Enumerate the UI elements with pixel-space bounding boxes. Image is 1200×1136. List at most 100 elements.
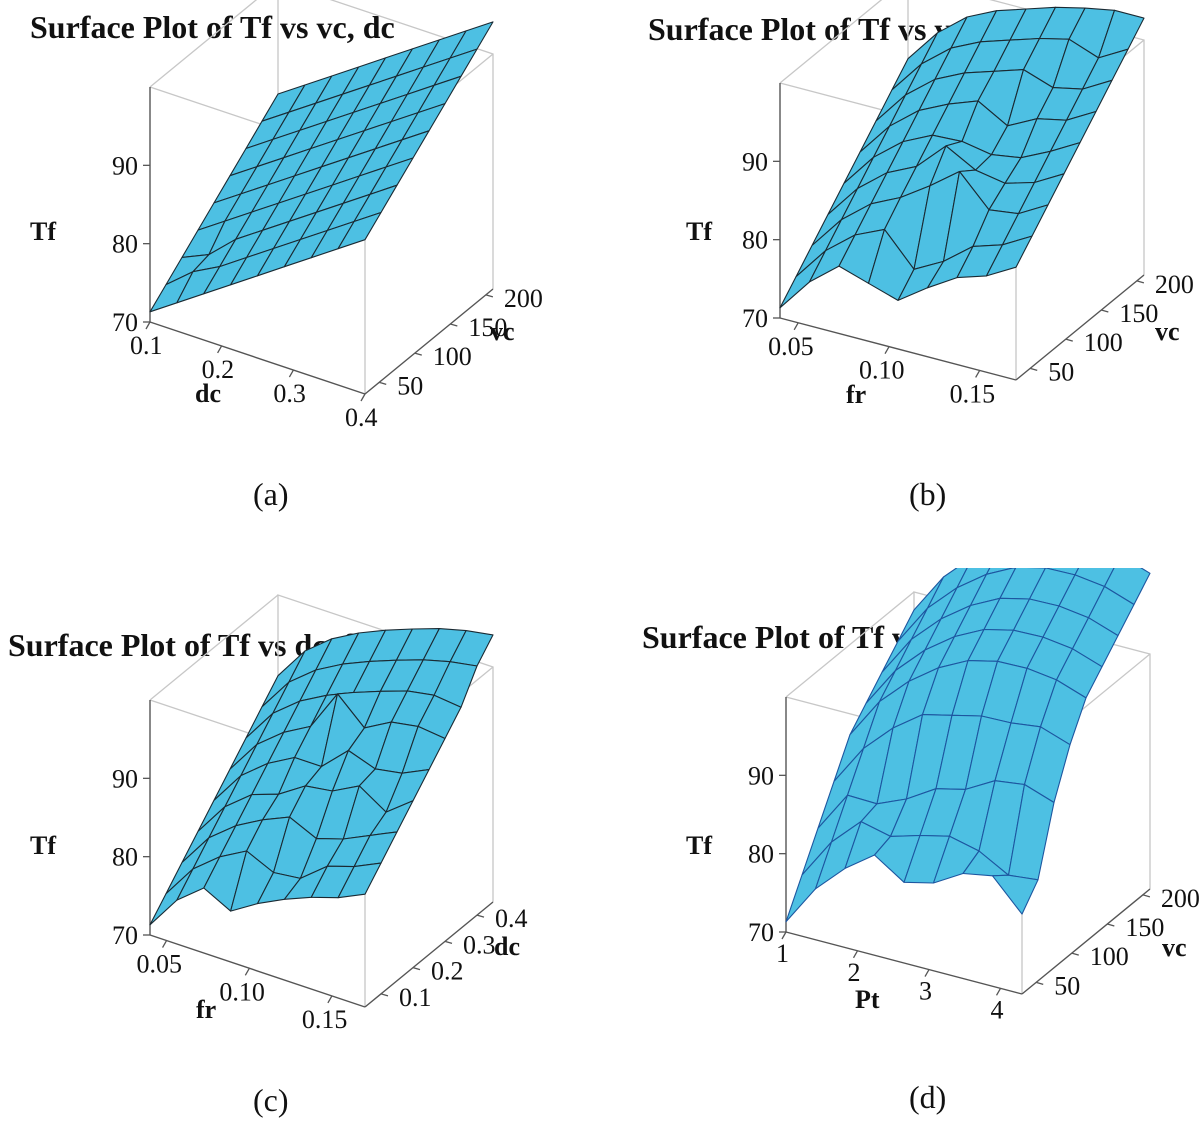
x-tick-label: 1	[776, 939, 789, 968]
x-tick-label: 0.3	[273, 379, 306, 408]
surface-plot-a: Surface Plot of Tf vs vc, dc 70 80 90 0.1 0.…	[30, 0, 543, 512]
x-tick-mark	[852, 950, 859, 959]
y-tick-label: 200	[504, 284, 543, 313]
box-left-top-edge	[785, 591, 915, 698]
y-tick-label: 200	[1155, 270, 1194, 299]
y-tick-mark	[1065, 338, 1073, 342]
y-axis-line	[1021, 888, 1151, 995]
x-axis-label: fr	[196, 995, 216, 1024]
box-left-top-edge	[149, 0, 258, 88]
x-tick-mark	[288, 369, 294, 378]
surface-plot-b: Surface Plot of Tf vs vc, fr 7080900.050…	[648, 0, 1194, 512]
x-tick-mark	[327, 995, 333, 1004]
surface-cell-0-0	[149, 868, 194, 926]
y-tick-label: 50	[1048, 357, 1074, 386]
box-left-top-edge	[779, 0, 883, 84]
z-tick-label: 80	[112, 843, 138, 872]
chart-panel-a: Surface Plot of Tf vs vc, dc 70 80 90 0.1 0.…	[0, 0, 600, 568]
z-tick-label: 90	[742, 147, 768, 176]
z-axis-label: Tf	[30, 217, 56, 246]
x-tick-label: 0.1	[130, 331, 163, 360]
x-tick-mark	[995, 988, 1002, 996]
y-axis-label: vc	[490, 317, 515, 346]
x-tick-mark	[781, 931, 787, 940]
y-axis-label: vc	[1162, 933, 1187, 962]
z-tick-label: 80	[742, 226, 768, 255]
x-axis-line	[785, 931, 1023, 995]
y-tick-label: 0.4	[495, 904, 528, 933]
z-tick-label: 70	[112, 308, 138, 337]
x-axis-line	[149, 321, 366, 395]
x-axis-label: dc	[195, 379, 221, 408]
y-tick-label: 0.1	[399, 983, 432, 1012]
x-tick-mark	[360, 393, 366, 402]
y-tick-mark	[476, 914, 485, 918]
z-tick-label: 70	[742, 304, 768, 333]
y-tick-mark	[412, 967, 421, 971]
z-tick-label: 80	[748, 840, 774, 869]
y-tick-label: 100	[433, 342, 472, 371]
y-tick-label: 0.2	[431, 957, 464, 986]
y-tick-mark	[414, 352, 422, 356]
surface-plot-d: Surface Plot of Tf vs vc, Pt 70809012345…	[642, 568, 1200, 1115]
y-tick-label: 100	[1090, 942, 1129, 971]
chart-panel-c: Surface Plot of Tf vs dc, fr 70 80 90 0.05 0…	[0, 568, 600, 1136]
z-tick-label: 90	[112, 764, 138, 793]
y-tick-mark	[485, 294, 494, 298]
surface-cell-7-0	[337, 862, 382, 899]
y-axis-label: vc	[1155, 317, 1180, 346]
panel-caption: (b)	[909, 476, 946, 512]
y-axis-line	[1015, 274, 1145, 381]
y-tick-mark	[1142, 894, 1151, 898]
x-tick-label: 3	[919, 977, 932, 1006]
x-tick-label: 4	[991, 995, 1004, 1024]
y-tick-label: 100	[1084, 328, 1123, 357]
x-axis-label: Pt	[855, 985, 880, 1014]
x-tick-mark	[161, 940, 168, 948]
y-tick-mark	[1071, 952, 1079, 956]
panel-caption: (d)	[909, 1079, 946, 1115]
y-tick-label: 150	[468, 313, 507, 342]
tick-labels: 70 80 90 0.05 0.10 0.15 0.10.20.30.4	[112, 764, 528, 1034]
y-tick-mark	[450, 323, 458, 327]
x-tick-mark	[793, 322, 799, 331]
x-tick-mark	[217, 345, 223, 354]
y-tick-mark	[1101, 309, 1109, 313]
x-tick-mark	[244, 967, 250, 976]
surface-mesh	[149, 21, 494, 313]
chart-title: Surface Plot of Tf vs vc, dc	[30, 9, 395, 45]
y-tick-mark	[379, 381, 387, 385]
y-tick-label: 50	[397, 371, 423, 400]
z-tick-label: 90	[748, 761, 774, 790]
x-axis-line	[779, 317, 1017, 381]
axes	[149, 87, 494, 395]
z-axis-label: Tf	[686, 217, 712, 246]
y-tick-mark	[1136, 280, 1145, 284]
y-tick-mark	[1107, 923, 1115, 927]
chart-panel-d: Surface Plot of Tf vs vc, Pt 70 80 90 1 2 3 4 5…	[600, 568, 1200, 1136]
y-axis-line	[364, 901, 494, 1008]
x-tick-mark	[884, 346, 890, 354]
surface-geometry: 70 80 90 0.05 0.10 0.15 0.10.20.30.4	[112, 594, 528, 1034]
y-tick-label: 200	[1161, 884, 1200, 913]
surface-mesh	[785, 568, 1151, 923]
x-tick-mark	[924, 969, 930, 977]
surface-cell-7-0	[985, 235, 1033, 277]
x-tick-label: 0.15	[302, 1005, 348, 1034]
x-tick-label: 0.05	[768, 332, 814, 361]
y-tick-label: 150	[1125, 913, 1164, 942]
y-tick-mark	[444, 940, 453, 944]
axes	[149, 700, 494, 1008]
x-tick-label: 0.4	[345, 403, 378, 432]
x-tick-label: 0.2	[202, 355, 235, 384]
y-tick-mark	[1030, 367, 1038, 371]
surface-mesh	[779, 6, 1145, 309]
surface-cell-7-0	[337, 211, 382, 250]
y-tick-mark	[380, 993, 389, 997]
y-tick-label: 0.3	[463, 930, 496, 959]
x-tick-label: 0.10	[859, 356, 905, 385]
